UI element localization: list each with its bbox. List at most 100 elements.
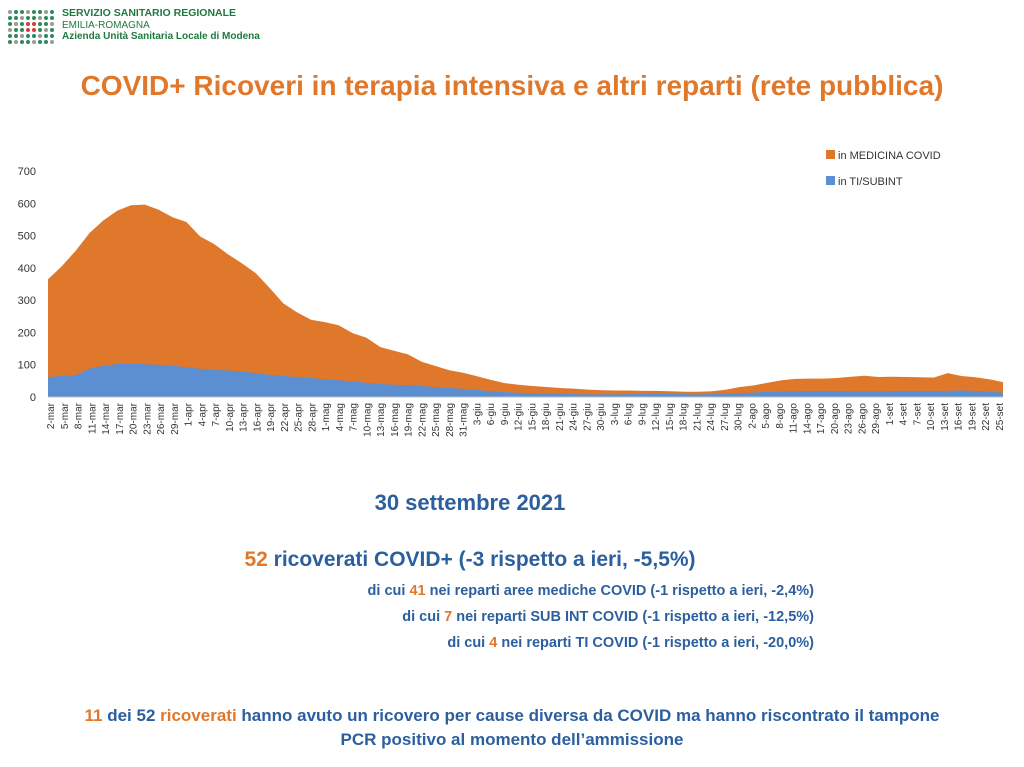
y-tick-label: 200 xyxy=(18,327,36,339)
logo-line3: Azienda Unità Sanitaria Locale di Modena xyxy=(62,31,260,42)
x-tick-label: 6-giu xyxy=(486,403,497,425)
logo-dot xyxy=(32,10,36,14)
detail-number: 41 xyxy=(409,583,426,599)
logo-dot xyxy=(44,16,48,20)
detail-number: 4 xyxy=(489,635,498,651)
x-tick-label: 23-mar xyxy=(142,402,153,434)
x-tick-label: 10-apr xyxy=(225,402,236,432)
logo-dot xyxy=(14,16,18,20)
x-tick-label: 8-mar xyxy=(74,402,85,429)
x-tick-label: 17-ago xyxy=(816,403,827,435)
x-tick-label: 6-lug xyxy=(624,403,635,425)
x-tick-label: 25-set xyxy=(995,403,1006,431)
x-tick-label: 11-mar xyxy=(87,402,98,434)
logo-dot xyxy=(32,40,36,44)
x-tick-label: 21-lug xyxy=(692,403,703,431)
series-ti-subint-area xyxy=(48,363,1003,397)
logo-dot xyxy=(44,22,48,26)
x-tick-label: 8-ago xyxy=(775,403,786,429)
x-tick-label: 23-ago xyxy=(844,403,855,435)
page-title: COVID+ Ricoveri in terapia intensiva e a… xyxy=(80,70,944,101)
logo-dot xyxy=(26,40,30,44)
logo-dot xyxy=(8,16,12,20)
x-tick-label: 24-lug xyxy=(706,403,717,431)
logo-dot xyxy=(14,22,18,26)
x-tick-label: 4-set xyxy=(899,403,910,425)
logo-dot xyxy=(14,40,18,44)
x-tick-label: 10-mag xyxy=(362,403,373,437)
legend-swatch xyxy=(826,150,835,159)
logo-dot xyxy=(32,28,36,32)
detail-line-medical: di cui 41 nei reparti aree mediche COVID… xyxy=(368,583,814,599)
logo-dot xyxy=(20,28,24,32)
detail-suffix: nei reparti SUB INT COVID (-1 rispetto a… xyxy=(452,609,814,625)
x-tick-label: 2-mar xyxy=(46,402,57,429)
x-tick-label: 20-ago xyxy=(830,403,841,435)
x-tick-label: 28-apr xyxy=(307,402,318,432)
x-tick-label: 19-set xyxy=(968,403,979,431)
x-tick-label: 12-lug xyxy=(651,403,662,431)
x-tick-label: 22-apr xyxy=(280,402,291,432)
logo-dot xyxy=(20,10,24,14)
logo-dot xyxy=(44,40,48,44)
x-tick-label: 19-apr xyxy=(266,402,277,432)
x-tick-label: 17-mar xyxy=(115,402,126,434)
y-tick-label: 700 xyxy=(18,166,36,178)
logo-dot xyxy=(50,22,54,26)
x-tick-label: 13-apr xyxy=(239,402,250,432)
logo-dot xyxy=(14,28,18,32)
logo-dot xyxy=(44,34,48,38)
x-tick-label: 13-mag xyxy=(376,403,387,437)
logo-dot xyxy=(26,28,30,32)
x-tick-label: 26-mar xyxy=(156,402,167,434)
logo-dot xyxy=(38,22,42,26)
x-tick-label: 1-mag xyxy=(321,403,332,431)
x-tick-label: 29-mar xyxy=(170,402,181,434)
logo-dot xyxy=(26,16,30,20)
x-tick-label: 3-lug xyxy=(610,403,621,425)
x-tick-label: 30-giu xyxy=(596,403,607,431)
x-tick-label: 22-set xyxy=(981,403,992,431)
logo-dot xyxy=(14,34,18,38)
headline-text: ricoverati COVID+ (-3 rispetto a ieri, -… xyxy=(267,548,696,571)
logo-dot xyxy=(50,34,54,38)
detail-prefix: di cui xyxy=(402,609,445,625)
detail-prefix: di cui xyxy=(447,635,490,651)
logo-dot xyxy=(32,16,36,20)
detail-suffix: nei reparti TI COVID (-1 rispetto a ieri… xyxy=(497,635,814,651)
logo-dot xyxy=(50,16,54,20)
logo-dot xyxy=(8,34,12,38)
logo-dot xyxy=(38,34,42,38)
x-tick-label: 1-set xyxy=(885,403,896,425)
x-tick-label: 27-giu xyxy=(582,403,593,431)
logo-dot xyxy=(8,40,12,44)
x-tick-label: 12-giu xyxy=(514,403,525,431)
logo-dot xyxy=(26,10,30,14)
legend-swatch xyxy=(826,176,835,185)
logo: SERVIZIO SANITARIO REGIONALE EMILIA-ROMA… xyxy=(8,7,260,44)
logo-dot xyxy=(50,10,54,14)
x-tick-label: 7-mag xyxy=(349,403,360,431)
footer-note: 11 dei 52 ricoverati hanno avuto un rico… xyxy=(0,704,1024,752)
x-tick-label: 31-mag xyxy=(459,403,470,437)
detail-prefix: di cui xyxy=(367,583,410,599)
logo-dot xyxy=(8,22,12,26)
x-tick-label: 25-apr xyxy=(294,402,305,432)
footer-line2: PCR positivo al momento dell’ammissione xyxy=(340,730,684,749)
x-tick-label: 16-set xyxy=(954,403,965,431)
x-tick-label: 18-giu xyxy=(541,403,552,431)
x-tick-label: 25-mag xyxy=(431,403,442,437)
y-tick-label: 400 xyxy=(18,263,36,275)
legend-label: in MEDICINA COVID xyxy=(838,150,941,162)
x-tick-label: 15-giu xyxy=(527,403,538,431)
logo-dot xyxy=(26,22,30,26)
y-tick-label: 0 xyxy=(30,392,36,404)
x-tick-label: 1-apr xyxy=(184,402,195,426)
y-tick-label: 100 xyxy=(18,360,36,372)
logo-dot xyxy=(8,28,12,32)
y-tick-label: 300 xyxy=(18,295,36,307)
logo-dot xyxy=(20,22,24,26)
x-tick-label: 14-mar xyxy=(101,402,112,434)
legend-label: in TI/SUBINT xyxy=(838,176,903,188)
